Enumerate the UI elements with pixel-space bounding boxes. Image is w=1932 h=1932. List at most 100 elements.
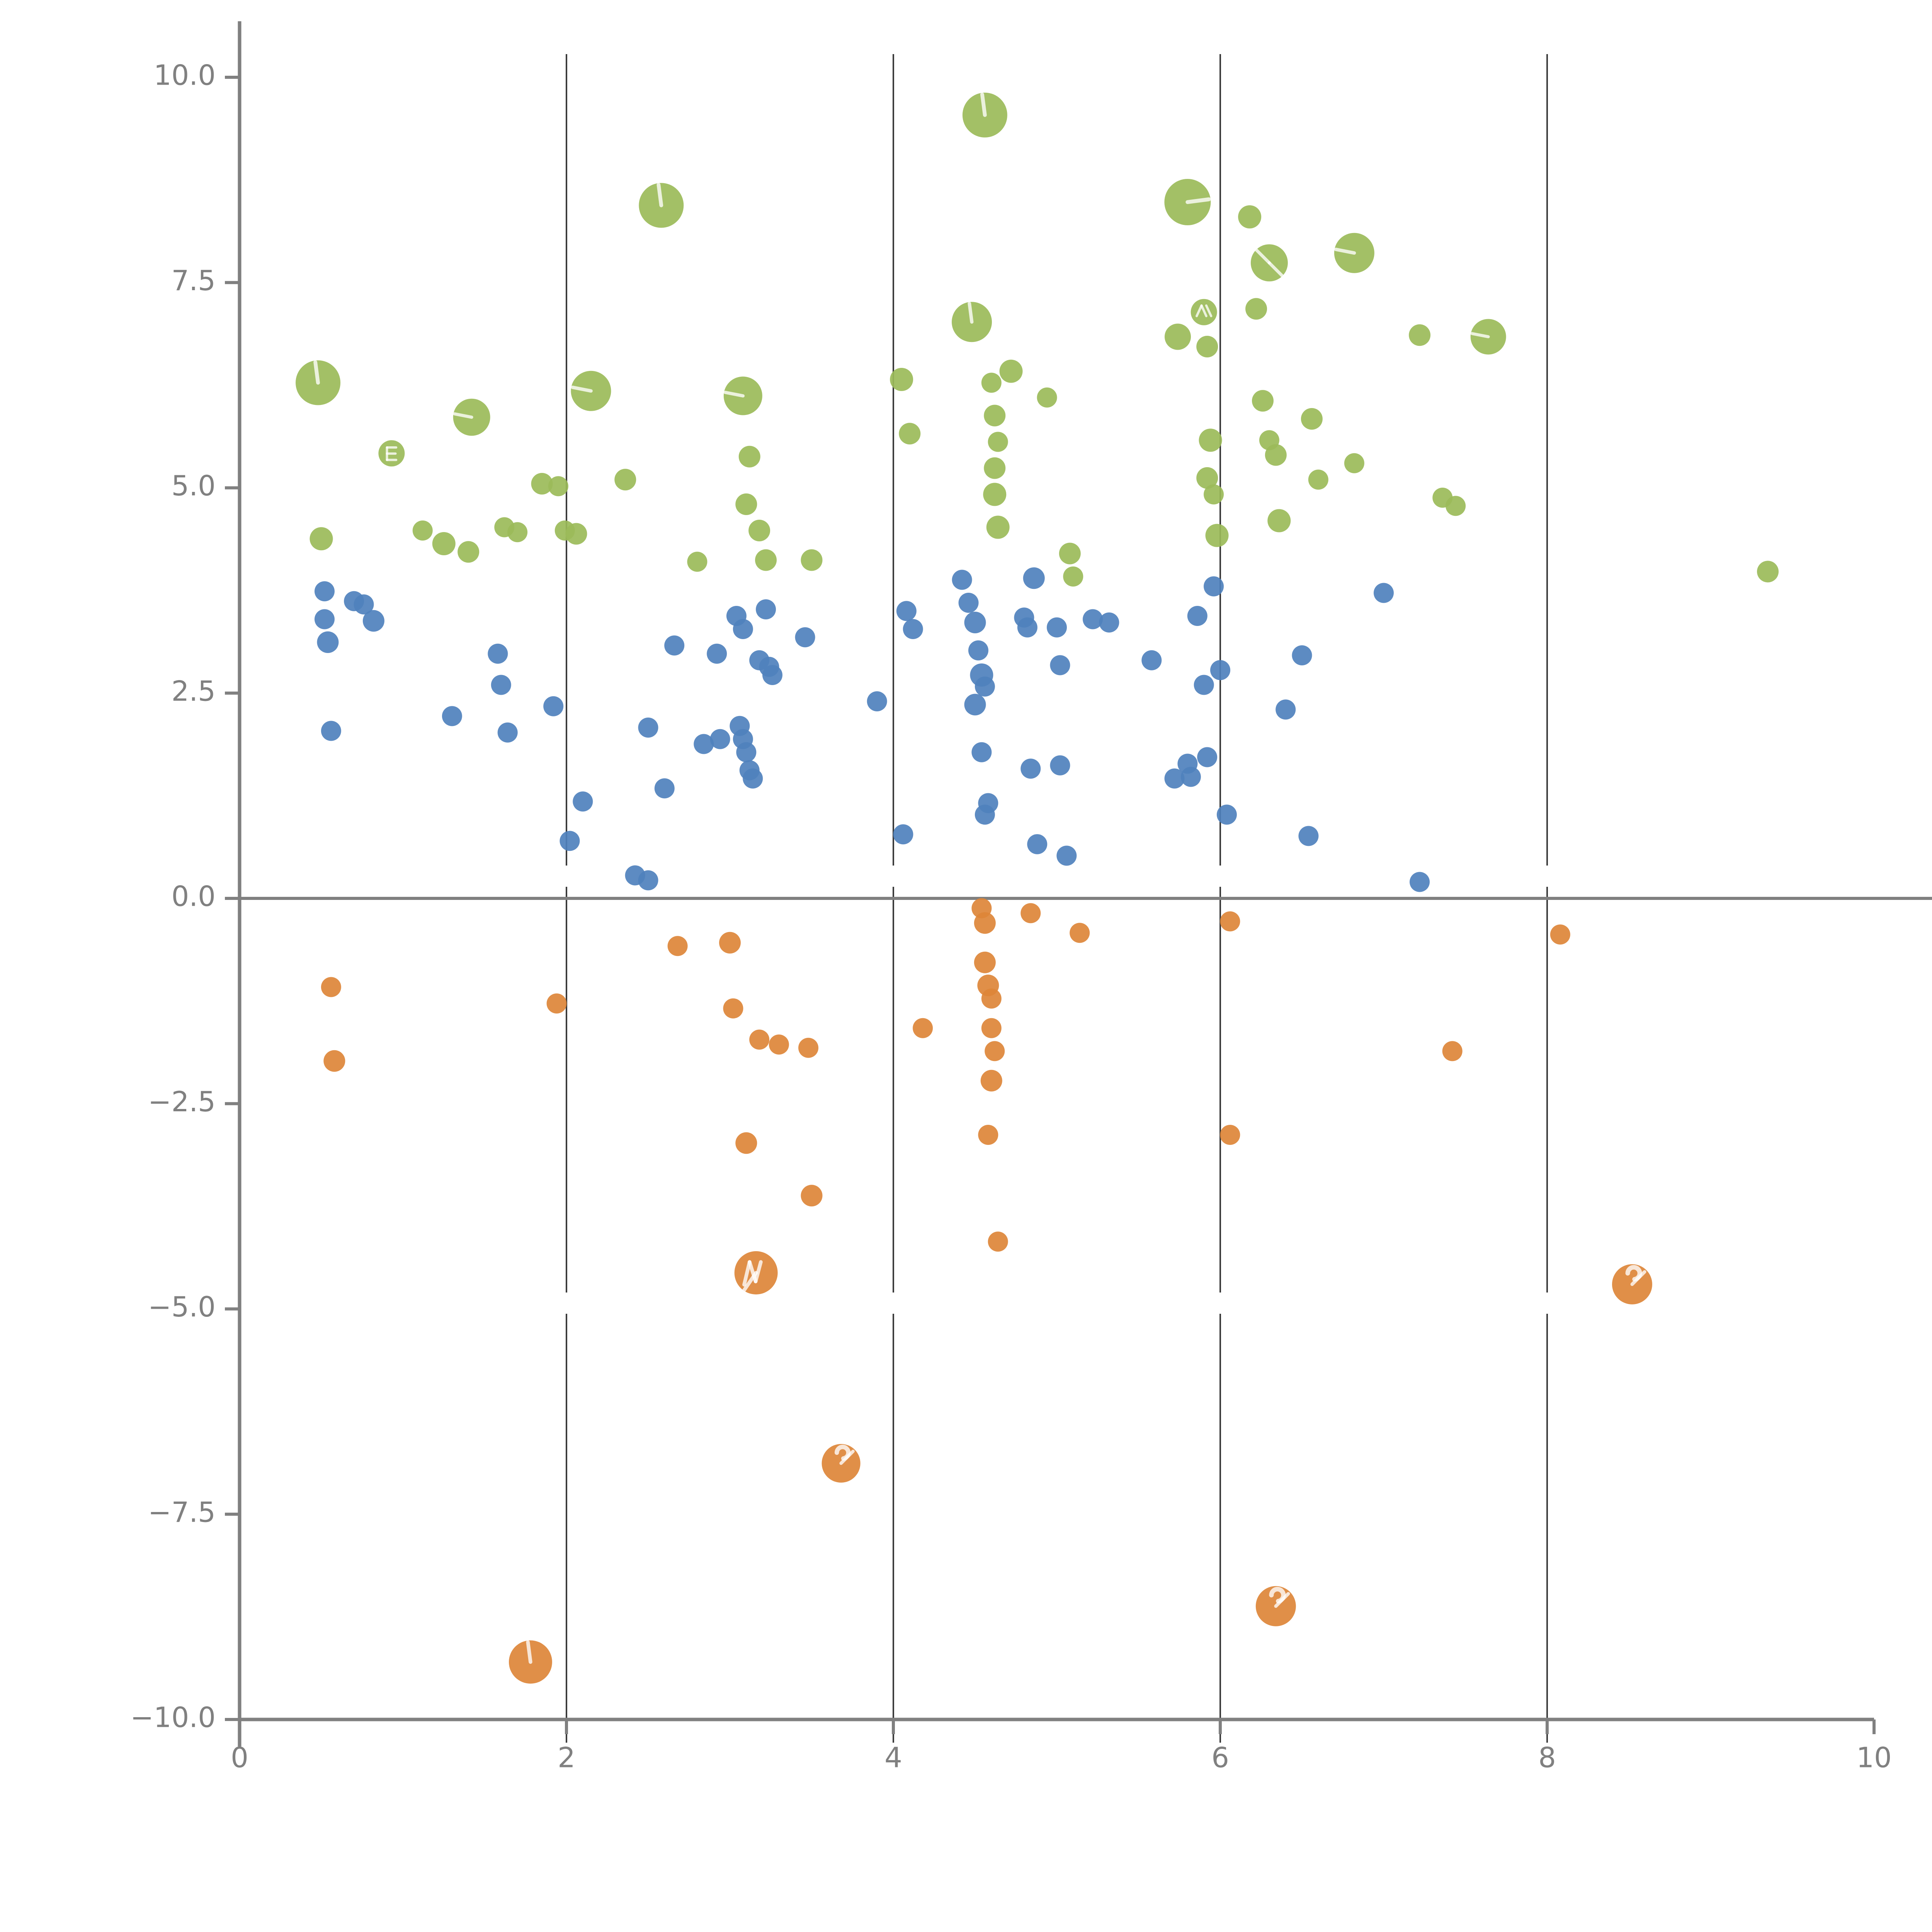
- data-point[interactable]: [323, 1050, 345, 1072]
- series-green[interactable]: [296, 92, 1779, 587]
- data-point[interactable]: [1276, 699, 1296, 720]
- data-point[interactable]: [1063, 566, 1083, 587]
- data-point[interactable]: [1020, 903, 1041, 923]
- data-point[interactable]: [507, 522, 528, 543]
- data-point[interactable]: [978, 1125, 998, 1145]
- data-point[interactable]: [981, 988, 1002, 1009]
- data-point[interactable]: [999, 359, 1023, 383]
- data-point[interactable]: [362, 610, 384, 632]
- data-point[interactable]: [442, 706, 462, 726]
- data-point[interactable]: [1344, 453, 1364, 473]
- data-point[interactable]: [985, 1041, 1005, 1061]
- data-point[interactable]: [1197, 747, 1218, 767]
- data-point[interactable]: [546, 993, 567, 1014]
- data-point[interactable]: [735, 1132, 757, 1154]
- data-point[interactable]: [975, 804, 995, 825]
- data-point[interactable]: [1164, 768, 1185, 789]
- data-point[interactable]: [1238, 205, 1262, 229]
- data-point[interactable]: [733, 619, 753, 639]
- data-point[interactable]: [314, 609, 335, 629]
- data-point[interactable]: [321, 721, 341, 741]
- data-point[interactable]: [719, 932, 741, 954]
- data-point[interactable]: [964, 612, 986, 633]
- data-point[interactable]: [893, 824, 913, 845]
- data-point[interactable]: [736, 742, 757, 762]
- data-point[interactable]: [614, 469, 636, 491]
- data-point[interactable]: [896, 601, 917, 621]
- data-point[interactable]: [321, 977, 341, 997]
- data-point[interactable]: [981, 1018, 1002, 1038]
- data-point[interactable]: [1301, 408, 1323, 430]
- data-point[interactable]: [738, 446, 760, 468]
- data-point[interactable]: [1245, 298, 1267, 320]
- data-point[interactable]: [638, 870, 658, 891]
- data-point[interactable]: [1027, 834, 1048, 854]
- data-point[interactable]: [1409, 324, 1431, 346]
- data-point[interactable]: [1056, 845, 1077, 866]
- data-point[interactable]: [899, 423, 921, 445]
- data-point[interactable]: [980, 1070, 1002, 1092]
- data-point[interactable]: [749, 1029, 770, 1050]
- data-point[interactable]: [986, 515, 1010, 539]
- data-point[interactable]: [867, 691, 887, 711]
- data-point[interactable]: [497, 722, 518, 743]
- data-point[interactable]: [1037, 387, 1057, 408]
- data-point[interactable]: [1099, 612, 1119, 633]
- data-point[interactable]: [735, 493, 757, 515]
- data-point[interactable]: [667, 936, 688, 956]
- data-point[interactable]: [755, 549, 777, 571]
- data-point[interactable]: [795, 627, 815, 648]
- data-point[interactable]: [971, 742, 992, 762]
- data-point[interactable]: [1083, 609, 1103, 629]
- data-point[interactable]: [974, 912, 996, 934]
- data-point[interactable]: [310, 527, 333, 551]
- data-point[interactable]: [314, 581, 335, 602]
- data-point[interactable]: [958, 593, 979, 613]
- data-point[interactable]: [1298, 826, 1319, 846]
- data-point[interactable]: [488, 643, 508, 664]
- data-point[interactable]: [638, 718, 658, 738]
- data-point[interactable]: [1047, 617, 1067, 638]
- data-point[interactable]: [769, 1034, 789, 1055]
- data-point[interactable]: [988, 1231, 1008, 1252]
- data-point[interactable]: [1180, 767, 1201, 787]
- data-point[interactable]: [968, 640, 988, 661]
- data-point[interactable]: [412, 520, 433, 541]
- data-point[interactable]: [748, 520, 770, 541]
- data-point[interactable]: [890, 368, 913, 391]
- data-point[interactable]: [664, 635, 685, 656]
- data-point[interactable]: [432, 532, 456, 555]
- data-point[interactable]: [1187, 606, 1208, 626]
- data-point[interactable]: [801, 1185, 823, 1207]
- data-point[interactable]: [707, 643, 727, 664]
- data-point[interactable]: [1757, 561, 1779, 583]
- data-point[interactable]: [1199, 429, 1222, 452]
- data-point[interactable]: [1550, 924, 1570, 945]
- data-point[interactable]: [1220, 1125, 1240, 1145]
- data-point[interactable]: [1292, 645, 1312, 665]
- data-point[interactable]: [1265, 444, 1287, 466]
- data-point[interactable]: [988, 432, 1008, 452]
- data-point[interactable]: [1204, 576, 1224, 597]
- data-point[interactable]: [801, 549, 823, 571]
- data-point[interactable]: [913, 1018, 933, 1038]
- data-point[interactable]: [743, 768, 763, 789]
- data-point[interactable]: [1017, 617, 1037, 638]
- data-point[interactable]: [756, 599, 776, 619]
- data-point[interactable]: [710, 729, 730, 749]
- data-point[interactable]: [654, 778, 675, 799]
- data-point[interactable]: [457, 541, 480, 563]
- data-point[interactable]: [560, 831, 580, 851]
- data-point[interactable]: [317, 631, 339, 653]
- data-point[interactable]: [1196, 467, 1218, 489]
- data-point[interactable]: [798, 1037, 819, 1058]
- data-point[interactable]: [1252, 390, 1274, 412]
- data-point[interactable]: [573, 791, 593, 812]
- data-point[interactable]: [1165, 323, 1191, 350]
- data-point[interactable]: [952, 570, 972, 590]
- data-point[interactable]: [1194, 675, 1214, 695]
- data-point[interactable]: [974, 951, 996, 973]
- data-point[interactable]: [762, 665, 782, 685]
- data-point[interactable]: [1216, 804, 1237, 825]
